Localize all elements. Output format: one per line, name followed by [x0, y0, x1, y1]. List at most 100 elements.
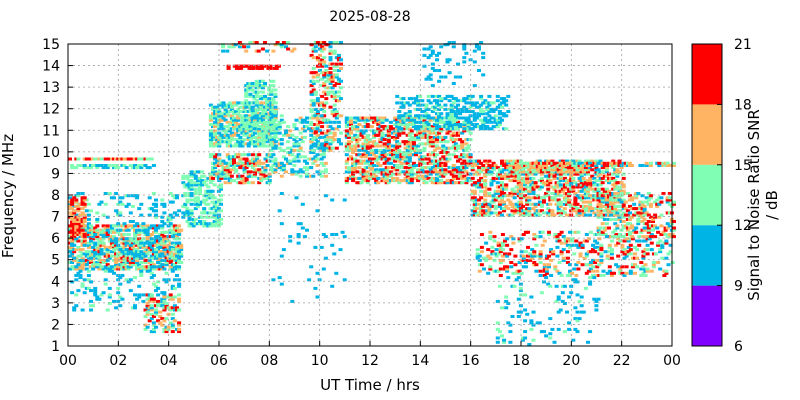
snr-cell: [253, 135, 257, 139]
snr-cell: [466, 172, 471, 176]
snr-cell: [399, 164, 404, 167]
snr-cell: [76, 209, 81, 213]
snr-cell: [355, 148, 360, 152]
snr-cell: [550, 198, 555, 202]
snr-cell: [424, 123, 429, 126]
snr-cell: [86, 213, 91, 217]
snr-cell: [586, 183, 590, 187]
snr-cell: [244, 157, 249, 161]
snr-cell: [586, 189, 590, 193]
snr-cell: [447, 120, 452, 124]
snr-cell: [212, 204, 217, 208]
snr-cell: [405, 144, 410, 148]
snr-cell: [139, 274, 144, 277]
snr-cell: [567, 192, 572, 195]
snr-cell: [447, 116, 452, 120]
snr-cell: [621, 185, 626, 189]
snr-cell: [97, 241, 102, 245]
snr-cell: [344, 125, 349, 129]
snr-cell: [491, 196, 496, 200]
snr-cell: [353, 133, 358, 137]
snr-cell: [437, 131, 442, 135]
snr-cell: [500, 170, 504, 174]
snr-cell: [502, 183, 507, 187]
snr-cell: [472, 159, 477, 163]
snr-cell: [569, 166, 574, 170]
snr-cell: [361, 116, 366, 120]
snr-cell: [344, 129, 349, 133]
snr-cell: [344, 146, 349, 150]
snr-cell: [525, 196, 530, 200]
snr-cell: [80, 261, 85, 264]
snr-cell: [361, 172, 366, 176]
snr-cell: [139, 271, 144, 275]
snr-cell: [135, 250, 140, 254]
snr-cell: [485, 187, 490, 191]
snr-cell: [357, 123, 362, 126]
snr-cell: [397, 110, 402, 113]
snr-cell: [581, 183, 586, 187]
snr-cell: [141, 256, 146, 260]
snr-cell: [435, 146, 439, 150]
snr-cell: [311, 92, 316, 96]
snr-cell: [162, 293, 167, 297]
snr-cell: [112, 164, 116, 167]
snr-cell: [112, 157, 116, 161]
snr-cell: [491, 110, 496, 113]
snr-cell: [236, 125, 241, 129]
snr-cell: [286, 146, 291, 150]
snr-cell: [516, 176, 521, 180]
snr-cell: [487, 101, 492, 105]
snr-cell: [95, 230, 100, 234]
snr-cell: [265, 153, 270, 157]
snr-cell: [430, 110, 435, 113]
snr-cell: [248, 133, 253, 137]
snr-cell: [315, 116, 320, 120]
snr-cell: [89, 258, 93, 262]
snr-cell: [602, 196, 607, 200]
snr-cell: [322, 105, 327, 109]
snr-cell: [416, 148, 421, 152]
snr-cell: [411, 153, 416, 157]
snr-cell: [124, 241, 129, 245]
snr-cell: [592, 211, 597, 215]
snr-cell: [361, 153, 366, 157]
snr-cell: [238, 114, 243, 118]
snr-cell: [242, 157, 247, 161]
snr-cell: [565, 161, 569, 165]
snr-cell: [372, 140, 377, 144]
snr-cell: [363, 144, 368, 148]
snr-cell: [328, 105, 333, 109]
snr-cell: [258, 116, 263, 120]
snr-cell: [227, 103, 232, 107]
snr-cell: [361, 125, 366, 129]
snr-cell: [445, 123, 450, 126]
snr-cell: [105, 224, 110, 228]
snr-cell: [346, 133, 351, 137]
snr-cell: [137, 245, 142, 249]
snr-cell: [189, 183, 194, 187]
snr-cell: [489, 127, 494, 131]
snr-cell: [78, 222, 83, 226]
snr-cell: [145, 228, 150, 232]
snr-cell: [565, 213, 569, 217]
snr-cell: [365, 118, 370, 122]
snr-cell: [432, 127, 437, 131]
snr-cell: [84, 263, 89, 267]
snr-cell: [231, 43, 236, 47]
snr-cell: [244, 110, 249, 113]
snr-cell: [147, 207, 152, 211]
snr-cell: [497, 204, 502, 208]
snr-cell: [225, 155, 230, 159]
snr-cell: [95, 261, 100, 264]
snr-cell: [120, 261, 125, 264]
snr-cell: [401, 118, 406, 122]
snr-cell: [265, 131, 270, 135]
snr-cell: [76, 157, 81, 161]
snr-cell: [324, 131, 329, 135]
snr-cell: [466, 127, 471, 131]
snr-cell: [380, 135, 385, 139]
snr-cell: [382, 170, 387, 174]
snr-cell: [474, 164, 479, 167]
snr-cell: [462, 125, 467, 129]
